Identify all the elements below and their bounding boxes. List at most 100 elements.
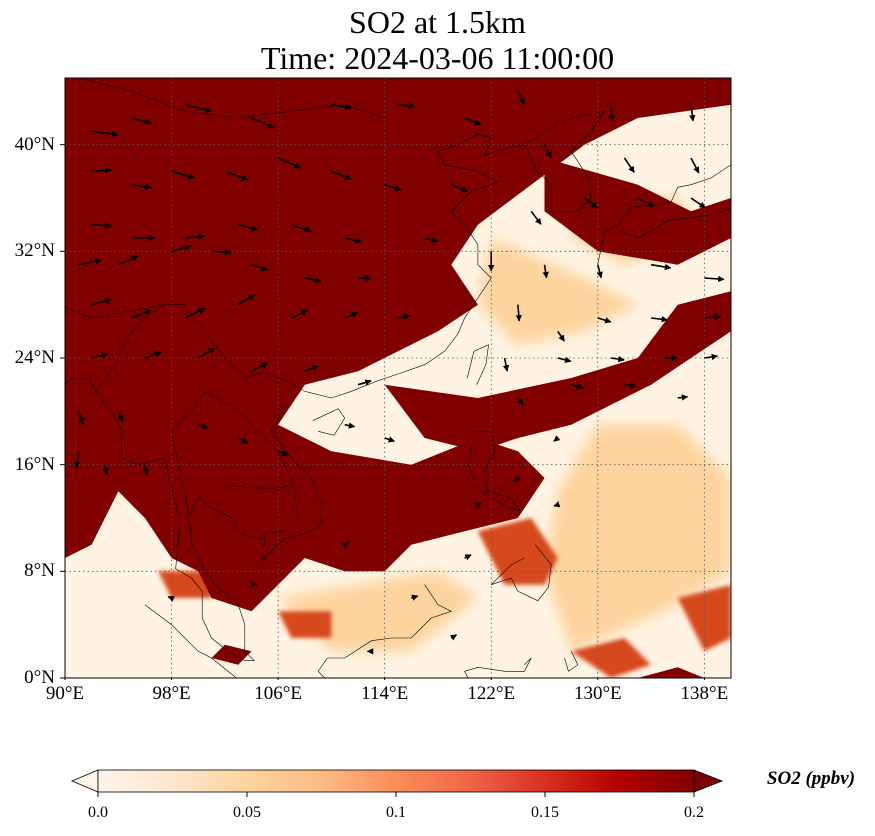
wind-arrow <box>397 102 415 110</box>
wind-arrow <box>557 330 565 342</box>
so2-high-region <box>544 158 731 265</box>
wind-arrow <box>344 422 356 429</box>
country-border <box>524 111 605 145</box>
lon-tick-label: 114°E <box>361 683 409 704</box>
wind-arrow <box>517 90 526 105</box>
wind-arrow <box>304 277 322 284</box>
wind-arrow <box>384 183 402 192</box>
wind-arrow <box>304 365 319 373</box>
wind-arrow <box>91 130 119 138</box>
so2-high-region <box>65 78 731 612</box>
wind-arrow <box>650 263 672 271</box>
wind-arrow <box>131 309 152 319</box>
wind-arrow <box>237 294 255 306</box>
lat-tick-label: 32°N <box>14 240 55 262</box>
wind-arrow <box>411 594 419 601</box>
wind-arrow <box>131 183 152 191</box>
wind-arrow <box>197 347 216 359</box>
lon-tick-label: 138°E <box>680 683 729 704</box>
lat-tick-label: 24°N <box>14 347 55 368</box>
wind-arrow <box>464 554 472 561</box>
wind-arrow <box>637 197 655 208</box>
wind-arrow <box>251 362 269 373</box>
wind-arrow <box>542 264 549 279</box>
lon-tick-label: 90°E <box>45 683 85 704</box>
coastline <box>621 208 731 239</box>
coastline <box>304 111 605 399</box>
coastline <box>490 544 552 602</box>
wind-arrow <box>553 501 561 508</box>
wind-arrow <box>277 450 289 457</box>
wind-arrow <box>464 117 482 126</box>
lat-tick-label: 0°N <box>24 667 55 688</box>
wind-arrow <box>142 464 149 476</box>
axis-ticks <box>60 144 705 680</box>
coastline <box>312 408 346 436</box>
wind-arrow <box>690 197 706 209</box>
wind-arrow <box>384 436 396 443</box>
wind-arrow <box>597 317 612 324</box>
wind-arrow <box>184 103 212 113</box>
wind-arrow <box>474 502 482 509</box>
coastline <box>597 164 731 265</box>
wind-arrow <box>331 103 352 111</box>
wind-arrow <box>513 475 521 483</box>
map-frame <box>64 77 732 679</box>
wind-arrow <box>449 634 458 641</box>
wind-arrow <box>167 595 175 602</box>
wind-arrow <box>171 244 192 253</box>
lat-tick-label: 16°N <box>14 453 55 475</box>
wind-arrow <box>623 157 635 173</box>
coastline <box>65 377 323 662</box>
wind-arrow <box>344 311 359 319</box>
country-border <box>65 304 165 319</box>
colorbar-tick-label: 0.15 <box>531 804 559 821</box>
wind-arrow <box>277 157 302 169</box>
colorbar-tick-label: 0.1 <box>386 804 406 821</box>
wind-arrow <box>184 307 205 319</box>
so2-low-region <box>544 424 731 652</box>
coastline <box>317 584 453 678</box>
coastlines <box>65 111 731 678</box>
coastline <box>467 344 489 385</box>
wind-arrow <box>237 223 259 232</box>
colorbar-tick-label: 0.05 <box>233 804 261 821</box>
colorbar <box>70 769 724 797</box>
wind-arrow <box>131 117 152 125</box>
wind-arrow <box>91 352 109 359</box>
wind-arrow <box>651 316 668 323</box>
wind-arrow <box>515 304 522 322</box>
wind-arrow <box>543 144 552 159</box>
lat-tick-label: 40°N <box>14 133 55 155</box>
wind-arrow <box>291 309 309 319</box>
country-borders <box>65 78 605 535</box>
coastline <box>564 651 579 672</box>
wind-arrow <box>553 435 561 442</box>
colorbar-extend-high <box>693 769 724 793</box>
wind-arrow <box>211 249 232 256</box>
wind-arrow <box>184 233 206 240</box>
wind-arrow <box>78 258 102 266</box>
wind-arrow <box>704 353 719 361</box>
wind-arrow <box>224 170 249 181</box>
wind-arrow <box>102 464 109 476</box>
map-title-line1: SO2 at 1.5km <box>349 4 526 40</box>
wind-arrow <box>144 351 162 359</box>
wind-arrow <box>91 297 112 306</box>
coastline <box>468 430 522 512</box>
colorbar-tick-label: 0.2 <box>684 804 704 821</box>
lon-tick-label: 98°E <box>152 683 191 704</box>
colorbar-label: SO2 (ppbv) <box>766 768 856 789</box>
wind-arrow <box>557 356 572 363</box>
lon-tick-label: 130°E <box>573 683 622 704</box>
wind-arrow <box>584 197 599 209</box>
wind-arrow <box>291 223 312 233</box>
wind-arrow <box>73 451 81 469</box>
wind-arrow <box>608 104 616 122</box>
wind-arrow <box>251 117 275 129</box>
map-figure <box>60 77 732 680</box>
wind-arrow <box>91 167 112 174</box>
wind-arrow <box>677 394 689 401</box>
wind-arrow <box>610 355 625 363</box>
wind-arrow <box>344 237 362 244</box>
